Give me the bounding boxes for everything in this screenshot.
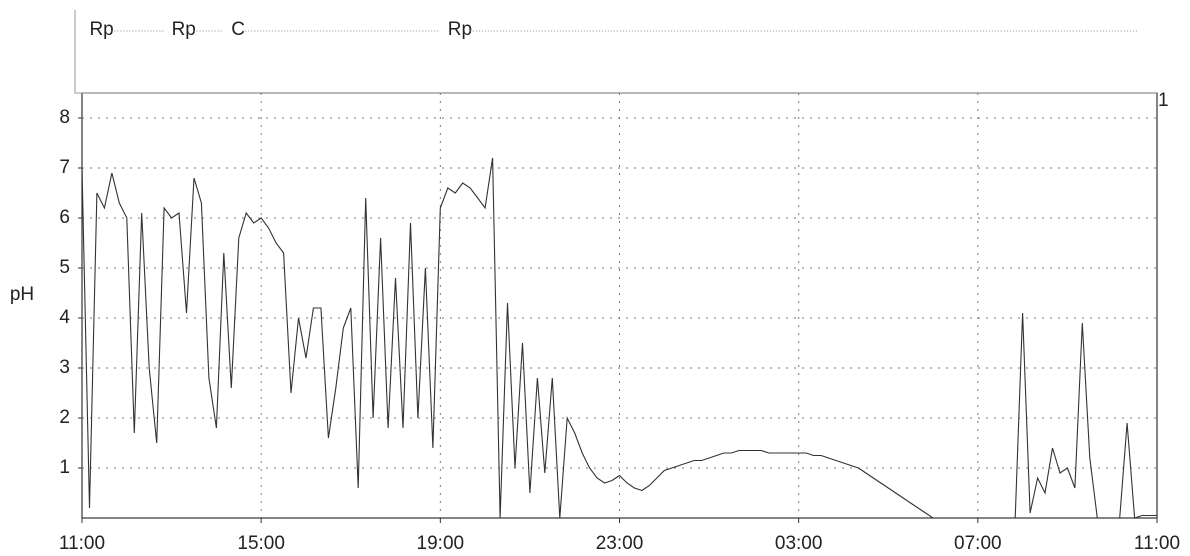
x-tick-label: 11:00 (1134, 533, 1180, 554)
x-tick-label: 11:00 (59, 533, 105, 554)
x-tick-label: 07:00 (954, 533, 1002, 554)
event-label: Rp (448, 19, 472, 40)
x-tick-label: 15:00 (237, 533, 285, 554)
event-label: Rp (89, 19, 113, 40)
event-label: Rp (172, 19, 196, 40)
y-axis-label: pH (10, 284, 34, 305)
y-tick-label: 8 (59, 107, 70, 128)
y-tick-label: 7 (59, 157, 70, 178)
event-strip (74, 10, 1157, 94)
x-tick-label: 03:00 (775, 533, 823, 554)
right-label: 1 (1158, 90, 1169, 111)
x-tick-label: 23:00 (596, 533, 644, 554)
y-tick-label: 3 (59, 357, 70, 378)
ph-line (81, 157, 1157, 519)
y-tick-label: 6 (59, 207, 70, 228)
event-label: C (231, 19, 245, 40)
y-tick-label: 5 (59, 257, 70, 278)
x-tick-label: 19:00 (417, 533, 465, 554)
y-tick-label: 2 (59, 407, 70, 428)
y-tick-label: 1 (59, 457, 70, 478)
y-tick-label: 4 (59, 307, 70, 328)
